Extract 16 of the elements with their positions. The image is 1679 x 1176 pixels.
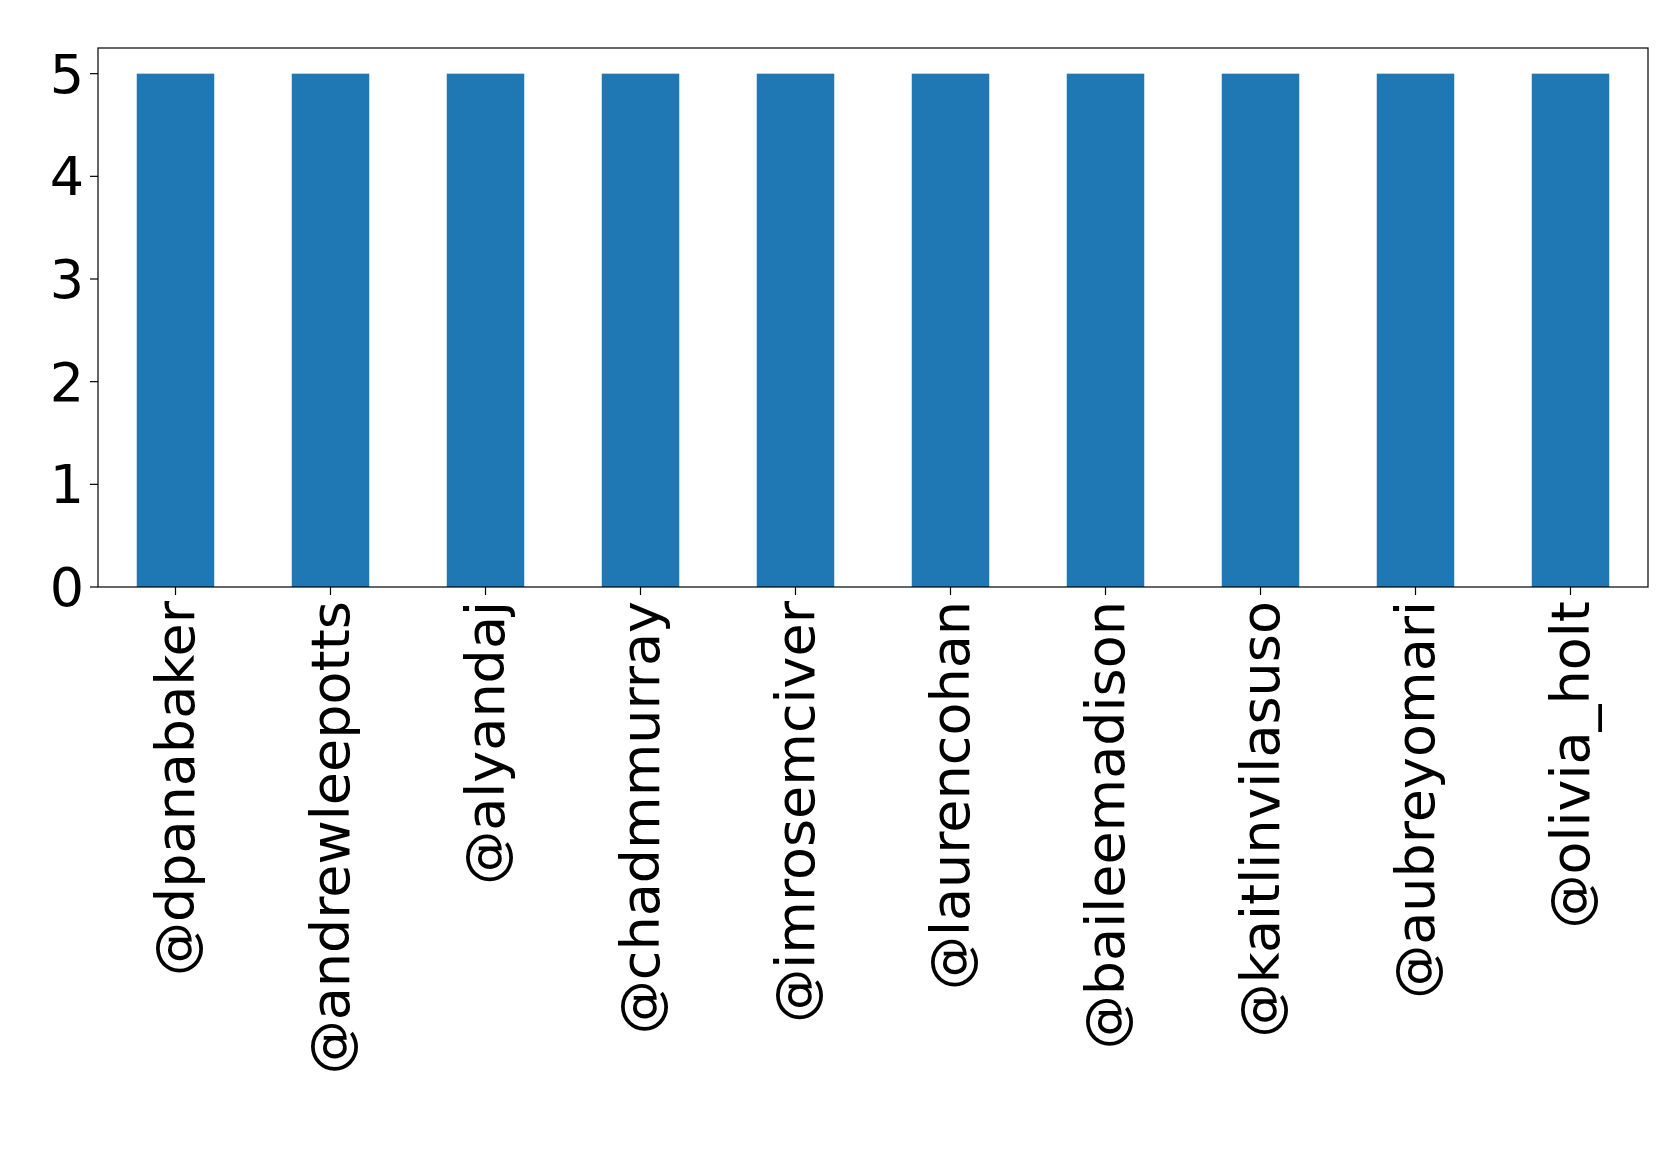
- y-tick-label: 5: [49, 42, 84, 106]
- x-tick-label: @laurencohan: [919, 601, 983, 991]
- x-tick-label: @dpanabaker: [144, 600, 208, 977]
- y-tick-label: 1: [49, 453, 84, 517]
- x-tick-label: @andrewleepotts: [299, 601, 363, 1075]
- x-tick-label: @imrosemciver: [764, 600, 828, 1023]
- x-tick-label: @aubreyomari: [1384, 601, 1448, 999]
- y-tick-label: 3: [49, 247, 84, 311]
- y-tick-label: 4: [49, 145, 84, 209]
- y-tick-label: 0: [49, 555, 84, 619]
- x-tick-label: @alyandaj: [454, 601, 518, 885]
- x-tick-label: @baileemadison: [1074, 601, 1138, 1050]
- x-tick-label: @olivia_holt: [1539, 601, 1603, 929]
- y-tick-label: 2: [49, 350, 84, 414]
- x-tick-label: @kaitlinvilasuso: [1229, 601, 1293, 1038]
- x-tick-label: @chadmmurray: [609, 601, 673, 1035]
